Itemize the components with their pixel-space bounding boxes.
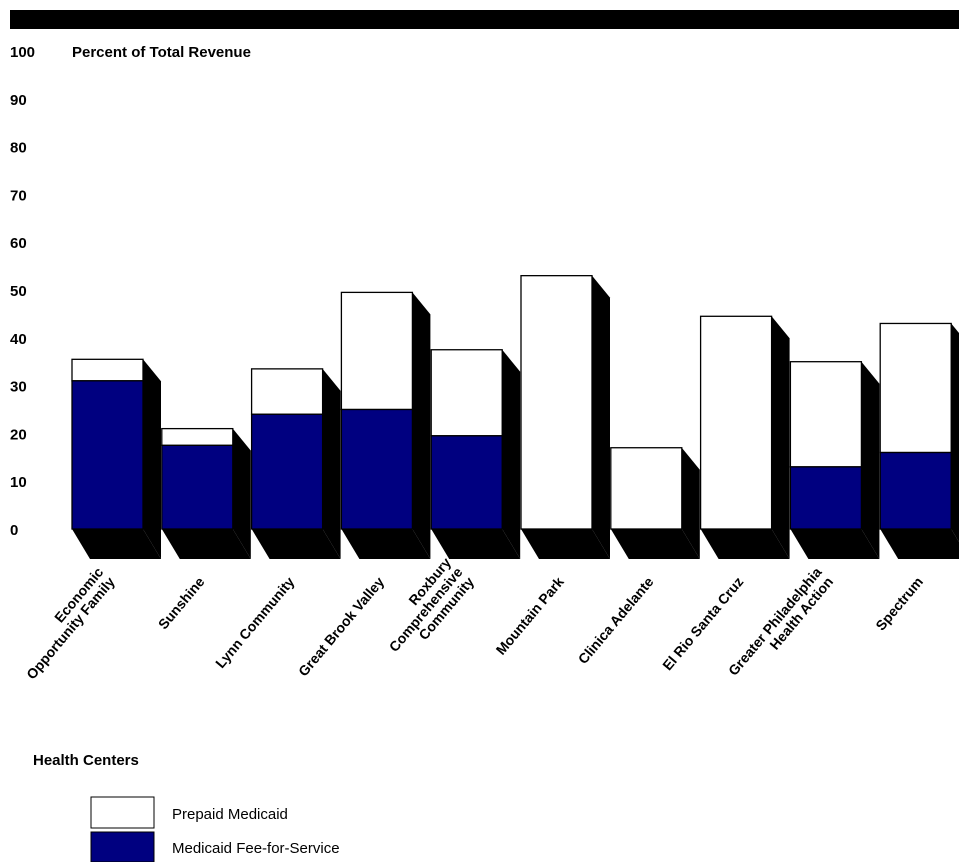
bar-floor-shadow: [610, 529, 700, 559]
bar-side: [143, 359, 161, 559]
bar-medicaid-fee-for-service: [879, 451, 952, 530]
y-tick-label: 90: [10, 92, 27, 109]
y-tick-label: 30: [10, 379, 27, 396]
bar-floor-shadow: [790, 529, 880, 559]
bar-floor-shadow: [251, 529, 341, 559]
bar-prepaid-medicaid: [879, 322, 952, 454]
bar-medicaid-fee-for-service: [789, 466, 863, 530]
x-category-line: Lynn Community: [212, 573, 298, 671]
x-category-line: Sunshine: [155, 573, 208, 632]
x-category-line: Spectrum: [872, 574, 926, 634]
bar-medicaid-fee-for-service: [340, 408, 414, 530]
x-category-label: RoxburyComprehensiveCommunity: [374, 554, 477, 664]
bar-floor-shadow: [341, 529, 431, 559]
y-tick-label: 10: [10, 474, 27, 491]
bar-prepaid-medicaid: [520, 275, 593, 530]
bar-prepaid-medicaid: [430, 349, 503, 437]
bar-side: [951, 323, 959, 542]
bar-side: [681, 447, 700, 559]
y-tick-label: 0: [10, 522, 18, 539]
legend-swatch-prepaid: [90, 796, 155, 829]
legend-label-fee-for-service: Medicaid Fee-for-Service: [172, 840, 340, 857]
bar-prepaid-medicaid: [340, 291, 414, 411]
y-tick-label: 20: [10, 426, 27, 443]
y-axis-title: Percent of Total Revenue: [72, 44, 251, 61]
x-category-line: Opportunity Family: [23, 573, 118, 682]
bar-floor-shadow: [72, 529, 161, 559]
bar-medicaid-fee-for-service: [430, 435, 503, 530]
bar-side: [502, 349, 521, 559]
y-tick-label: 50: [10, 283, 27, 300]
x-category-label: EconomicOpportunity Family: [12, 564, 118, 682]
bar-prepaid-medicaid: [699, 315, 773, 530]
bar-side: [232, 428, 251, 559]
legend-label-prepaid: Prepaid Medicaid: [172, 806, 288, 823]
bar-medicaid-fee-for-service: [161, 444, 234, 530]
bar-side: [412, 292, 431, 559]
x-axis-title: Health Centers: [33, 752, 139, 769]
bar-floor-shadow: [161, 529, 251, 559]
bar-floor-shadow: [700, 529, 790, 559]
bar-medicaid-fee-for-service: [250, 413, 324, 530]
y-tick-label: 40: [10, 331, 27, 348]
bar-prepaid-medicaid: [71, 358, 144, 382]
x-category-label: Mountain Park: [493, 573, 567, 657]
x-category-label: Sunshine: [155, 573, 208, 632]
x-category-label: Lynn Community: [212, 573, 298, 671]
y-tick-label: 60: [10, 235, 27, 252]
bar-prepaid-medicaid: [610, 447, 683, 530]
x-category-line: Clinica Adelante: [575, 573, 657, 666]
bar-prepaid-medicaid: [161, 427, 234, 446]
x-category-label: Great Brook Valley: [295, 573, 387, 679]
bar-side: [592, 275, 610, 559]
bar-floor-shadow: [521, 529, 610, 559]
bar-prepaid-medicaid: [250, 368, 324, 415]
x-category-line: Great Brook Valley: [295, 573, 387, 679]
y-tick-label: 100: [10, 44, 35, 61]
bar-prepaid-medicaid: [789, 361, 863, 468]
bar-side: [322, 368, 341, 559]
bar-side: [771, 316, 790, 559]
x-category-label: Clinica Adelante: [575, 573, 657, 666]
bar-floor-shadow: [880, 529, 959, 559]
bar-floor-shadow: [431, 529, 521, 559]
x-category-label: Spectrum: [872, 574, 926, 634]
top-rule: [10, 10, 959, 29]
legend-swatch-fee-for-service: [90, 831, 155, 862]
x-category-line: Mountain Park: [493, 573, 567, 657]
y-tick-label: 80: [10, 140, 27, 157]
y-tick-label: 70: [10, 187, 27, 204]
bar-side: [861, 361, 880, 559]
bar-medicaid-fee-for-service: [71, 380, 144, 530]
